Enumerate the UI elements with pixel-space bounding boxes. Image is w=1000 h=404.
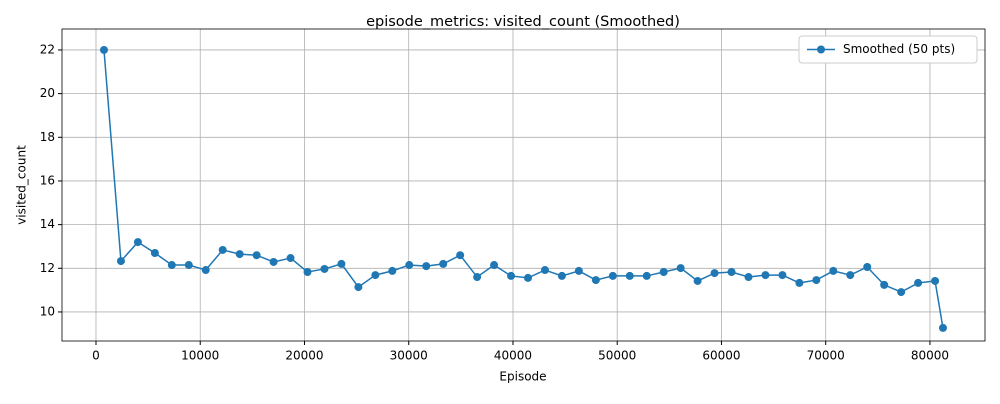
x-tick-label: 40000 [494,349,532,363]
point [931,276,940,285]
plot-frame [61,28,986,342]
point [557,271,566,280]
point [354,283,363,292]
point [914,278,923,287]
x-tick-label: 50000 [598,349,636,363]
point [608,271,617,280]
x-tick-label: 0 [92,349,100,363]
x-tick-label: 70000 [807,349,845,363]
point [863,262,872,271]
legend-marker [817,45,825,54]
point [761,271,770,280]
point [320,264,329,273]
x-tick-label: 60000 [702,349,740,363]
point [184,261,193,270]
point [99,45,108,54]
point [659,268,668,277]
legend-label: Smoothed (50 pts) [843,42,955,56]
point [727,268,736,277]
y-tick-label: 16 [40,173,55,187]
point [938,323,947,332]
point [880,280,889,289]
point [693,276,702,285]
point [829,266,838,275]
point [710,269,719,278]
chart-title: episode_metrics: visited_count (Smoothed… [366,14,680,30]
point [540,266,549,275]
point [778,271,787,280]
y-tick-label: 12 [40,261,55,275]
point [116,257,125,266]
point [897,288,906,297]
point [201,266,210,275]
point [133,238,142,247]
point [625,271,634,280]
x-axis-label: Episode [499,370,546,384]
point [371,271,380,280]
point [524,273,533,282]
y-tick-label: 10 [40,304,55,318]
point [591,276,600,285]
point [150,249,159,258]
y-tick-label: 14 [40,217,55,231]
y-tick-label: 22 [40,42,55,56]
point [167,261,176,270]
point [269,257,278,266]
point [846,271,855,280]
point [507,271,516,280]
point [252,251,261,260]
x-tick-label: 20000 [285,349,323,363]
point [286,254,295,263]
x-tick-label: 80000 [911,349,949,363]
point [812,276,821,285]
point [676,264,685,273]
point [337,259,346,268]
point [490,261,499,270]
point [218,245,227,254]
point [235,250,244,259]
point [405,261,414,270]
point [456,251,465,260]
point [473,273,482,282]
point [795,278,804,287]
point [642,271,651,280]
y-tick-label: 20 [40,86,55,100]
point [388,266,397,275]
x-tick-label: 10000 [181,349,219,363]
point [303,268,312,277]
point [744,273,753,282]
legend-box [798,35,978,64]
point [439,259,448,268]
point [574,266,583,275]
line [103,49,944,329]
point [422,262,431,271]
y-axis-label: visited_count [15,145,29,225]
y-tick-label: 18 [40,130,55,144]
x-tick-label: 30000 [390,349,428,363]
